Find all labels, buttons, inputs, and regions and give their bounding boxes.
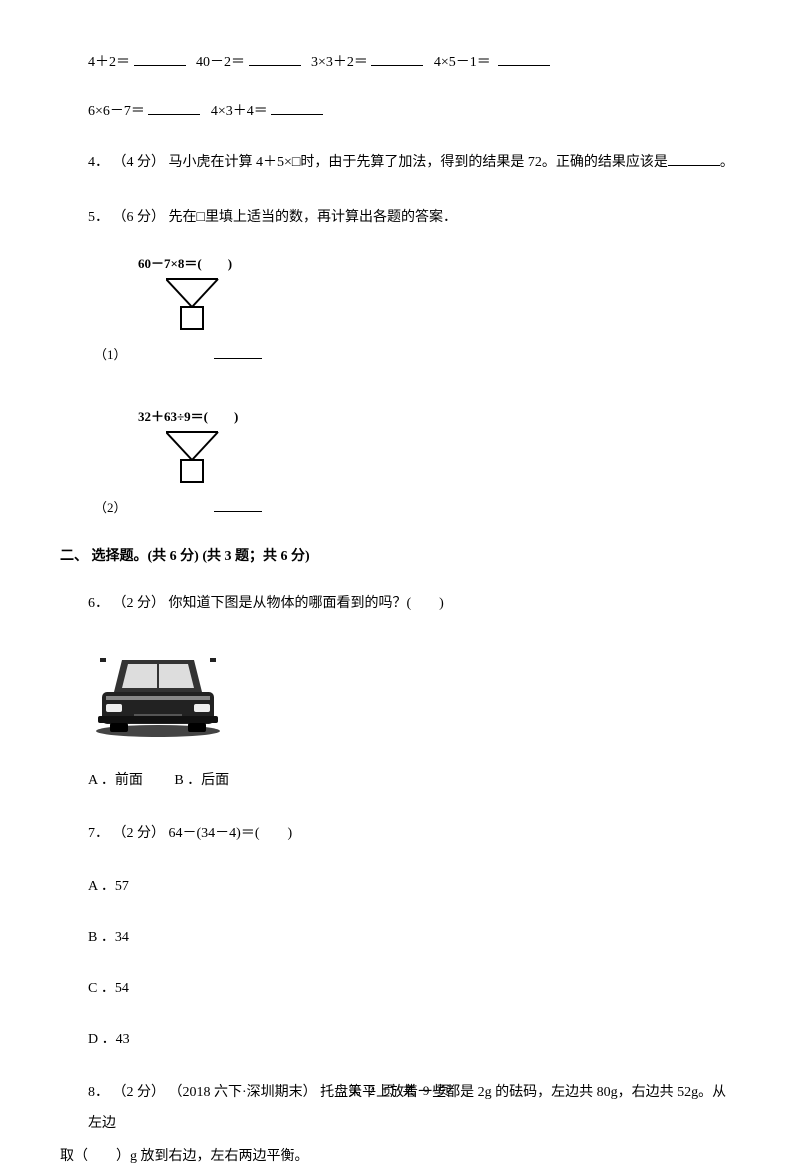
blank[interactable] (214, 343, 262, 359)
eq-text: 4×5－1＝ (434, 55, 491, 70)
sub-label: （1） (94, 347, 127, 362)
q-points: （4 分） (113, 155, 166, 170)
blank[interactable] (214, 496, 262, 512)
q-body-2: 取（ ）g 放到右边，左右两边平衡。 (60, 1149, 309, 1164)
q-points: （2 分） (113, 826, 166, 841)
blank[interactable] (249, 50, 301, 66)
equation-line-1: 4＋2＝ 40－2＝ 3×3＋2＝ 4×5－1＝ (60, 50, 740, 75)
equation-line-2: 6×6－7＝ 4×3＋4＝ (60, 99, 740, 124)
q-body: 你知道下图是从物体的哪面看到的吗？( ) (169, 596, 444, 611)
q-number: 7． (88, 826, 109, 841)
q-number: 5． (88, 210, 109, 225)
option-c[interactable]: C ．54 (60, 976, 740, 1001)
option-b[interactable]: B ．后面 (174, 773, 229, 788)
option-a[interactable]: A ．前面 (88, 773, 143, 788)
blank[interactable] (668, 150, 720, 166)
diagram-1: 60－7×8＝( ) (138, 252, 262, 333)
option-b[interactable]: B ．34 (60, 925, 740, 950)
blank[interactable] (371, 50, 423, 66)
option-d[interactable]: D ．43 (60, 1027, 740, 1052)
sub-question-1: 60－7×8＝( ) （1） (88, 234, 740, 367)
question-4: 4． （4 分） 马小虎在计算 4＋5×□时，由于先算了加法，得到的结果是 72… (60, 148, 740, 179)
eq-text: 4×3＋4＝ (211, 104, 268, 119)
blank[interactable] (498, 50, 550, 66)
q-points: （2 分） (113, 596, 166, 611)
eq-text: 3×3＋2＝ (311, 55, 368, 70)
q6-options: A ．前面 B ．后面 (60, 768, 740, 793)
q-body: 先在□里填上适当的数，再计算出各题的答案． (169, 210, 457, 225)
diagram-eq: 60－7×8＝( ) (138, 252, 262, 275)
period: 。 (720, 155, 734, 170)
option-a[interactable]: A ．57 (60, 874, 740, 899)
eq-text: 4＋2＝ (88, 55, 130, 70)
eq-text: 40－2＝ (196, 55, 245, 70)
car-illustration (88, 644, 740, 748)
blank[interactable] (271, 99, 323, 115)
question-7: 7． （2 分） 64－(34－4)＝( ) (60, 819, 740, 850)
sub-label: （2） (94, 500, 127, 515)
eq-text: 6×6－7＝ (88, 104, 145, 119)
question-8-cont: 取（ ）g 放到右边，左右两边平衡。 (60, 1144, 740, 1169)
q-body: 马小虎在计算 4＋5×□时，由于先算了加法，得到的结果是 72。正确的结果应该是 (169, 155, 668, 170)
blank[interactable] (134, 50, 186, 66)
diagram-2: 32＋63÷9＝( ) (138, 405, 262, 486)
triangle-box-icon (166, 277, 236, 333)
q-body: 64－(34－4)＝( ) (169, 826, 293, 841)
section-2-header: 二、 选择题。(共 6 分) (共 3 题；共 6 分) (60, 544, 740, 569)
question-6: 6． （2 分） 你知道下图是从物体的哪面看到的吗？( ) (60, 589, 740, 620)
q-number: 4． (88, 155, 109, 170)
question-5: 5． （6 分） 先在□里填上适当的数，再计算出各题的答案． 60－7×8＝( … (60, 203, 740, 519)
triangle-box-icon (166, 430, 236, 486)
page-footer: 第 2 页 共 9 页 (0, 1079, 800, 1102)
blank[interactable] (148, 99, 200, 115)
q-number: 6． (88, 596, 109, 611)
sub-question-2: 32＋63÷9＝( ) （2） (88, 387, 740, 520)
q-points: （6 分） (113, 210, 166, 225)
diagram-eq: 32＋63÷9＝( ) (138, 405, 262, 428)
